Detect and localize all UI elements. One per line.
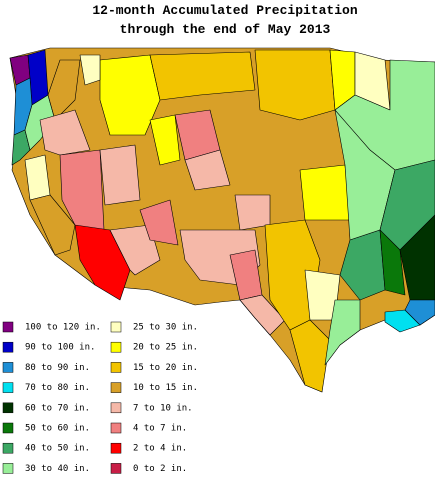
legend-label: 90 to 100 in. <box>25 343 95 353</box>
legend-swatch <box>2 341 14 353</box>
region <box>339 229 386 301</box>
region <box>149 114 181 166</box>
region <box>254 49 336 121</box>
legend-swatch <box>110 402 122 414</box>
region <box>239 294 286 336</box>
region <box>384 309 421 333</box>
subtitle: through the end of May 2013 <box>120 22 331 37</box>
legend-label: 10 to 15 in. <box>133 383 198 393</box>
region <box>404 299 435 326</box>
legend-swatch <box>110 341 122 353</box>
region <box>324 299 361 366</box>
legend-label: 15 to 20 in. <box>133 363 198 373</box>
region <box>79 54 101 86</box>
map <box>9 47 435 393</box>
region <box>149 51 256 101</box>
legend-label: 2 to 4 in. <box>133 444 187 454</box>
legend-swatch <box>2 382 14 393</box>
legend-swatch <box>2 463 14 474</box>
legend-swatch <box>2 422 14 434</box>
region <box>139 199 179 246</box>
legend-swatch <box>110 442 122 454</box>
region <box>99 144 141 206</box>
region <box>399 214 435 301</box>
region <box>109 224 161 276</box>
region <box>11 129 31 166</box>
region <box>289 319 331 393</box>
legend-label: 50 to 60 in. <box>25 424 90 434</box>
region <box>39 109 91 156</box>
title: 12-month Accumulated Precipitation <box>92 3 357 18</box>
legend-label: 25 to 30 in. <box>133 323 198 333</box>
legend-swatch <box>2 362 14 373</box>
region <box>184 149 231 191</box>
region <box>29 194 76 256</box>
legend-swatch <box>110 321 122 333</box>
legend-swatch <box>110 382 122 393</box>
legend: 100 to 120 in. 90 to 100 in. 80 to 90 in. 7… <box>2 321 198 474</box>
legend-label: 60 to 70 in. <box>25 403 90 413</box>
legend-label: 100 to 120 in. <box>25 323 101 333</box>
legend-label: 4 to 7 in. <box>133 424 187 434</box>
legend-label: 20 to 25 in. <box>133 343 198 353</box>
legend-swatch <box>110 463 122 474</box>
legend-swatch <box>110 422 122 434</box>
legend-swatch <box>2 442 14 454</box>
legend-label: 80 to 90 in. <box>25 363 90 373</box>
legend-label: 70 to 80 in. <box>25 383 90 393</box>
legend-swatch <box>2 321 14 333</box>
region <box>299 164 351 221</box>
legend-label: 0 to 2 in. <box>133 464 187 474</box>
legend-label: 30 to 40 in. <box>25 464 90 474</box>
region <box>234 194 271 231</box>
region <box>379 229 406 296</box>
legend-swatch <box>2 402 14 414</box>
legend-label: 7 to 10 in. <box>133 403 193 413</box>
legend-swatch <box>110 362 122 373</box>
legend-label: 40 to 50 in. <box>25 444 90 454</box>
